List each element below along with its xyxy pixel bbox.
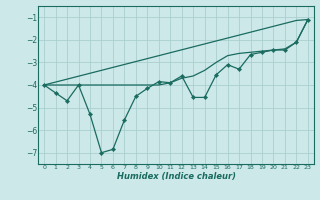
X-axis label: Humidex (Indice chaleur): Humidex (Indice chaleur) — [116, 172, 236, 181]
